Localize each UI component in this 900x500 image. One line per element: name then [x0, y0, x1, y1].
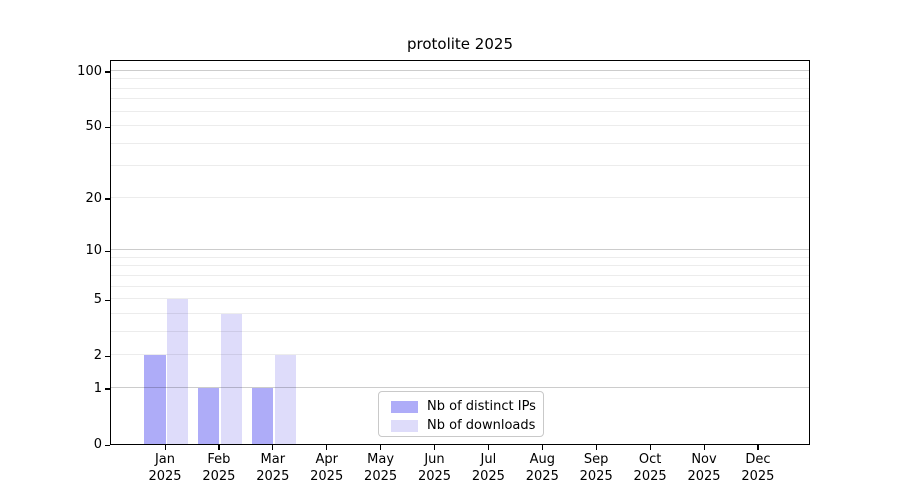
- x-tick-label-jun: Jun 2025: [403, 452, 467, 485]
- x-tick-label-jul: Jul 2025: [456, 452, 520, 485]
- x-tick-year-label: 2025: [417, 468, 452, 484]
- x-tick-mar: [272, 445, 274, 450]
- x-tick-label-nov: Nov 2025: [672, 452, 736, 485]
- gridline-y-4: [111, 312, 809, 314]
- x-tick-label-mar: Mar 2025: [241, 452, 305, 485]
- gridline-y-20: [111, 196, 809, 198]
- x-tick-may: [380, 445, 382, 450]
- y-tick-label-1: 1: [93, 380, 102, 396]
- x-tick-apr: [326, 445, 328, 450]
- gridline-y-90: [111, 78, 809, 80]
- y-tick-1: [105, 388, 110, 390]
- plot-area: [110, 60, 810, 445]
- gridline-y-2: [111, 354, 809, 356]
- bar-mar-distinct-ips: [251, 387, 274, 444]
- x-tick-year-label: 2025: [579, 468, 613, 484]
- bar-jan-distinct-ips: [144, 355, 166, 444]
- legend-label-downloads: Nb of downloads: [427, 418, 536, 433]
- y-tick-100: [105, 71, 110, 73]
- x-tick-label-aug: Aug 2025: [510, 452, 574, 485]
- legend: Nb of distinct IPs Nb of downloads: [378, 391, 544, 437]
- x-tick-dec: [757, 445, 759, 450]
- gridline-y-8: [111, 265, 809, 267]
- gridline-y-7: [111, 274, 809, 276]
- x-tick-jan: [164, 445, 166, 450]
- y-tick-label-0: 0: [93, 437, 102, 452]
- y-tick-5: [105, 299, 110, 301]
- gridline-y-10: [111, 249, 809, 251]
- y-tick-2: [105, 355, 110, 357]
- gridline-y-100: [111, 69, 809, 71]
- gridline-y-1: [111, 386, 809, 388]
- bars-layer: [111, 61, 809, 444]
- legend-label-distinct-ips: Nb of distinct IPs: [427, 399, 536, 414]
- gridline-y-9: [111, 256, 809, 258]
- x-tick-year-label: 2025: [471, 468, 505, 484]
- legend-item-distinct-ips: Nb of distinct IPs: [379, 397, 543, 416]
- x-tick-year-label: 2025: [633, 468, 667, 484]
- y-tick-label-100: 100: [77, 63, 102, 79]
- x-tick-jun: [434, 445, 436, 450]
- gridline-y-6: [111, 285, 809, 287]
- y-tick-50: [105, 126, 110, 128]
- gridline-y-3: [111, 330, 809, 332]
- legend-swatch-distinct-ips: [391, 400, 418, 413]
- x-tick-label-dec: Dec 2025: [726, 452, 790, 485]
- bar-mar-downloads: [274, 355, 297, 444]
- x-tick-feb: [218, 445, 220, 450]
- y-tick-label-2: 2: [93, 348, 102, 364]
- legend-item-downloads: Nb of downloads: [379, 416, 543, 435]
- gridline-y-50: [111, 125, 809, 127]
- x-tick-label-may: May 2025: [349, 452, 413, 485]
- y-tick-20: [105, 198, 110, 200]
- x-tick-label-apr: Apr 2025: [295, 452, 359, 485]
- x-tick-sep: [595, 445, 597, 450]
- x-tick-jul: [487, 445, 490, 450]
- x-tick-year-label: 2025: [256, 468, 290, 484]
- gridline-y-60: [111, 110, 809, 112]
- x-tick-year-label: 2025: [364, 468, 398, 484]
- x-tick-year-label: 2025: [310, 468, 344, 484]
- gridline-y-70: [111, 98, 809, 100]
- y-tick-label-10: 10: [85, 243, 102, 259]
- x-tick-aug: [541, 445, 543, 450]
- x-tick-oct: [649, 445, 651, 450]
- chart-title: protolite 2025: [407, 35, 513, 53]
- x-tick-label-oct: Oct 2025: [618, 452, 682, 485]
- grid-layer: [111, 61, 809, 444]
- gridline-y-80: [111, 87, 809, 89]
- x-tick-year-label: 2025: [741, 468, 775, 484]
- x-tick-year-label: 2025: [525, 468, 559, 484]
- y-tick-label-20: 20: [85, 190, 102, 206]
- x-tick-label-jan: Jan 2025: [133, 452, 197, 485]
- gridline-y-40: [111, 142, 809, 144]
- y-tick-0: [105, 444, 110, 446]
- x-tick-year-label: 2025: [202, 468, 236, 484]
- x-tick-year-label: 2025: [148, 468, 182, 484]
- y-tick-label-50: 50: [85, 119, 102, 135]
- x-tick-label-feb: Feb 2025: [187, 452, 251, 485]
- x-tick-label-sep: Sep 2025: [564, 452, 628, 485]
- legend-swatch-downloads: [391, 419, 418, 432]
- bar-feb-distinct-ips: [197, 387, 220, 444]
- gridline-y-30: [111, 165, 809, 167]
- y-tick-label-5: 5: [93, 292, 102, 308]
- bar-jan-downloads: [166, 299, 189, 444]
- x-tick-nov: [703, 445, 705, 450]
- bar-feb-downloads: [220, 313, 243, 444]
- x-tick-year-label: 2025: [687, 468, 721, 484]
- y-tick-10: [105, 250, 110, 252]
- gridline-y-5: [111, 298, 809, 300]
